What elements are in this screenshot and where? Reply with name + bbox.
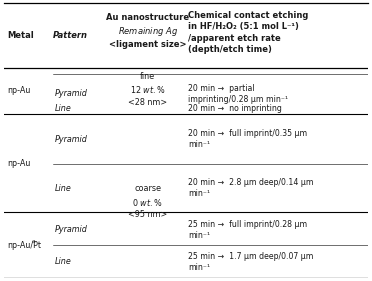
Text: Metal: Metal (7, 31, 34, 40)
Text: 20 min →  partial
imprinting/0.28 μm min⁻¹: 20 min → partial imprinting/0.28 μm min⁻… (188, 84, 288, 104)
Text: Pattern: Pattern (53, 31, 88, 40)
Text: Pyramid: Pyramid (55, 135, 88, 144)
Text: Pyramid: Pyramid (55, 225, 88, 235)
Text: Line: Line (55, 104, 71, 113)
Text: np-Au/Pt: np-Au/Pt (7, 241, 41, 250)
Text: 20 min →  no imprinting: 20 min → no imprinting (188, 104, 282, 113)
Text: np-Au: np-Au (7, 87, 31, 96)
Text: Line: Line (55, 184, 71, 193)
Text: Pyramid: Pyramid (55, 89, 88, 98)
Text: 20 min →  2.8 μm deep/0.14 μm
min⁻¹: 20 min → 2.8 μm deep/0.14 μm min⁻¹ (188, 178, 313, 198)
Text: Au nanostructure
$\bf{\mathit{Remaining\ Ag}}$
<ligament size>: Au nanostructure $\bf{\mathit{Remaining\… (106, 13, 189, 49)
Text: 25 min →  full imprint/0.28 μm
min⁻¹: 25 min → full imprint/0.28 μm min⁻¹ (188, 220, 307, 240)
Text: 25 min →  1.7 μm deep/0.07 μm
min⁻¹: 25 min → 1.7 μm deep/0.07 μm min⁻¹ (188, 251, 313, 272)
Text: np-Au: np-Au (7, 159, 31, 168)
Text: coarse
$\mathit{0\ wt.\%}$
<95 nm>: coarse $\mathit{0\ wt.\%}$ <95 nm> (128, 184, 167, 219)
Text: fine
$\mathit{12\ wt.\%}$
<28 nm>: fine $\mathit{12\ wt.\%}$ <28 nm> (128, 72, 167, 107)
Text: Chemical contact etching
in HF/H₂O₂ (5:1 mol L⁻¹)
/apparent etch rate
(depth/etc: Chemical contact etching in HF/H₂O₂ (5:1… (188, 11, 308, 54)
Text: Line: Line (55, 257, 71, 266)
Text: a: a (32, 239, 35, 244)
Text: 20 min →  full imprint/0.35 μm
min⁻¹: 20 min → full imprint/0.35 μm min⁻¹ (188, 129, 307, 149)
